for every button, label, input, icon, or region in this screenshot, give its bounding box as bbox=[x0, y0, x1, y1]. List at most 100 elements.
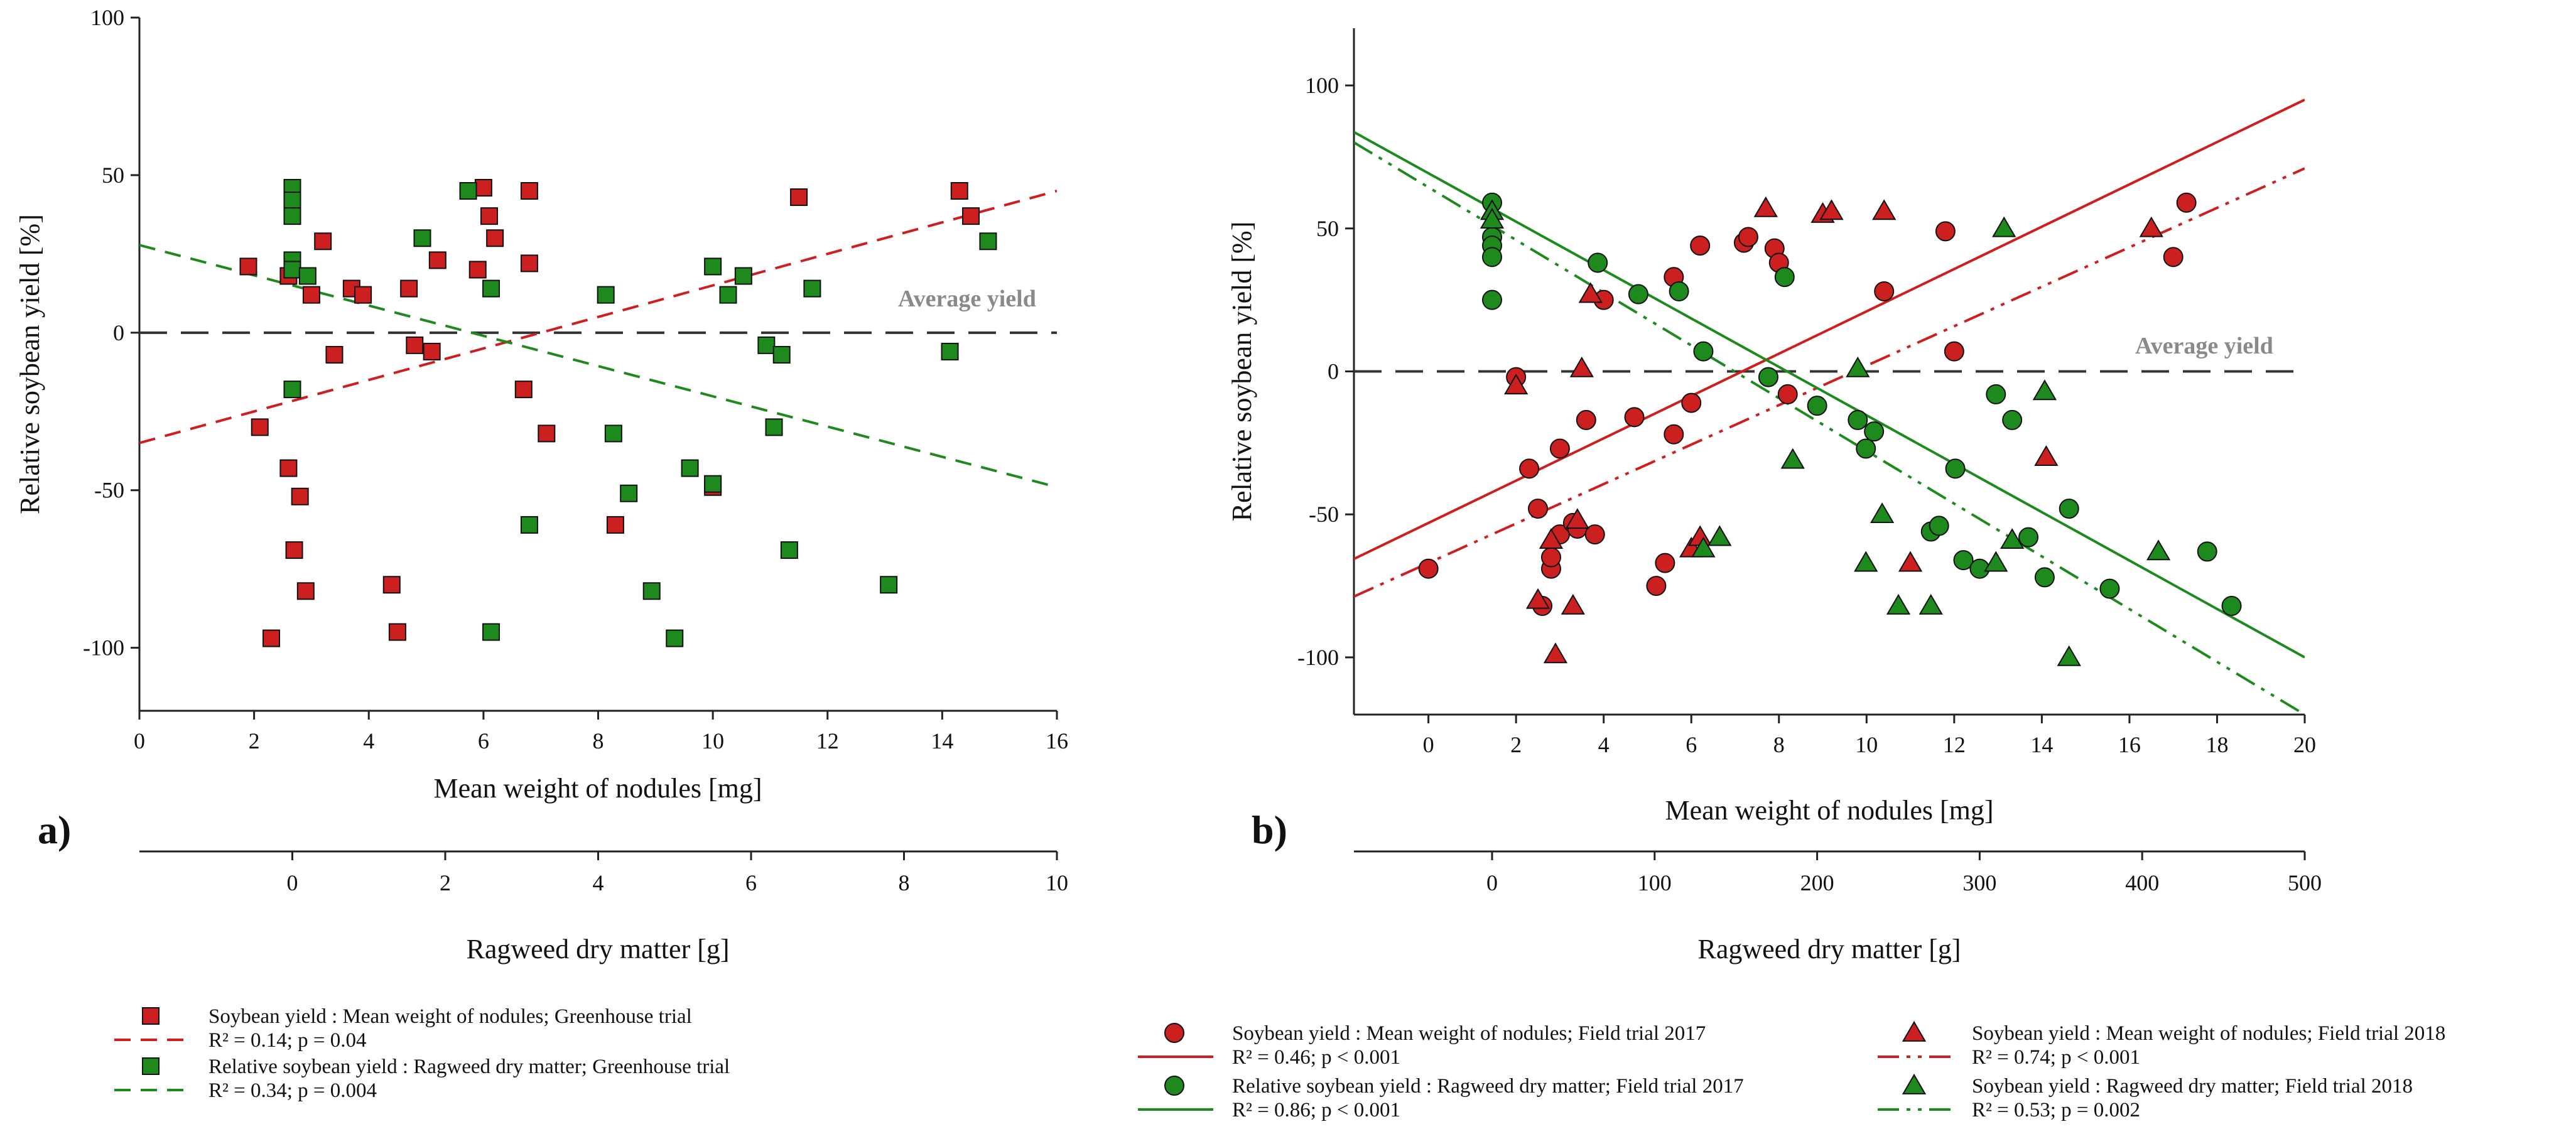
average-yield-label: Average yield bbox=[898, 286, 1036, 312]
series-1 bbox=[1504, 196, 2163, 664]
legend-marker bbox=[142, 1007, 160, 1025]
regression-lines bbox=[1354, 99, 2305, 715]
data-point-green-triangle bbox=[1870, 502, 1895, 524]
data-point-green-square bbox=[704, 475, 722, 493]
x-tick-label: 16 bbox=[2118, 732, 2141, 757]
data-point-green-triangle bbox=[1691, 536, 1716, 558]
data-point-red-square bbox=[520, 182, 538, 200]
series-0 bbox=[239, 178, 980, 647]
data-point-green-square bbox=[597, 286, 615, 304]
data-point-red-circle bbox=[1549, 438, 1570, 459]
x2-tick-label: 0 bbox=[287, 870, 298, 895]
data-point-green-triangle bbox=[1846, 356, 1870, 377]
data-point-red-circle bbox=[1576, 409, 1596, 430]
data-point-green-circle bbox=[1481, 289, 1502, 310]
x-tick-label: 8 bbox=[1773, 732, 1785, 757]
legend-fit-label: R² = 0.14; p = 0.04 bbox=[208, 1029, 367, 1052]
legend-marker bbox=[1902, 1020, 1927, 1042]
data-point-red-square bbox=[239, 257, 257, 276]
data-point-red-circle bbox=[1646, 576, 1667, 597]
y-tick-label: 50 bbox=[1316, 216, 1339, 241]
data-point-red-square bbox=[480, 207, 499, 225]
data-point-green-circle bbox=[1986, 384, 2006, 404]
data-point-red-circle bbox=[1418, 558, 1439, 579]
x2-tick-label: 8 bbox=[899, 870, 910, 895]
x2-tick-label: 10 bbox=[1046, 870, 1068, 895]
data-point-green-circle bbox=[2059, 499, 2079, 519]
data-point-red-circle bbox=[1540, 547, 1561, 568]
data-point-green-circle bbox=[1758, 367, 1778, 387]
data-point-green-square bbox=[757, 336, 776, 354]
data-point-red-circle bbox=[1874, 281, 1895, 301]
data-point-green-circle bbox=[2099, 578, 2120, 599]
data-point-green-circle bbox=[1588, 252, 1608, 273]
x2-tick-label: 500 bbox=[2288, 870, 2322, 895]
x2-tick-label: 4 bbox=[593, 870, 604, 895]
data-point-green-square bbox=[413, 229, 431, 247]
data-point-red-circle bbox=[1664, 424, 1684, 445]
x2-tick-label: 6 bbox=[745, 870, 757, 895]
data-point-red-circle bbox=[1944, 341, 1964, 362]
regression-line-red bbox=[1354, 167, 2305, 598]
legend-b: Soybean yield : Mean weight of nodules; … bbox=[1138, 1020, 2445, 1121]
data-point-green-circle bbox=[1693, 341, 1714, 362]
data-point-red-square bbox=[468, 261, 487, 279]
legend-marker bbox=[1902, 1073, 1927, 1094]
data-point-green-square bbox=[803, 279, 821, 298]
y-tick-label: 0 bbox=[1328, 359, 1339, 384]
data-point-red-triangle bbox=[1561, 593, 1585, 615]
data-point-green-square bbox=[604, 424, 622, 443]
data-point-red-triangle bbox=[2139, 216, 2163, 237]
data-point-red-triangle bbox=[1753, 196, 1778, 217]
y-tick-label: 50 bbox=[102, 163, 124, 188]
data-point-red-square bbox=[291, 487, 309, 505]
y-tick-label: 0 bbox=[113, 320, 124, 345]
data-point-green-circle bbox=[1628, 284, 1648, 305]
data-point-green-circle bbox=[1807, 396, 1827, 416]
panel-label: a) bbox=[38, 807, 71, 852]
y-tick-label: 100 bbox=[1305, 73, 1339, 98]
x-tick-label: 4 bbox=[363, 728, 374, 753]
x-axis-title: Mean weight of nodules [mg] bbox=[1665, 795, 1994, 826]
data-point-red-triangle bbox=[1578, 282, 1603, 303]
data-point-green-square bbox=[459, 182, 477, 200]
data-point-red-square bbox=[423, 342, 441, 360]
data-point-red-circle bbox=[1777, 384, 1798, 404]
regression-line-green bbox=[139, 244, 1057, 489]
panel-a: 100 50 0 -50 -100 0 2 4 6 8 10 12 14 16 0 2 4 6 8 10 Mean we… bbox=[14, 5, 1068, 964]
legend-marker bbox=[1164, 1023, 1184, 1043]
x-tick-label: 12 bbox=[816, 728, 839, 753]
data-point-green-triangle bbox=[2032, 379, 2057, 401]
data-point-green-circle bbox=[2221, 595, 2242, 616]
data-point-red-triangle bbox=[1504, 374, 1529, 395]
data-point-red-square bbox=[325, 345, 344, 364]
data-point-red-square bbox=[251, 418, 269, 436]
data-point-green-triangle bbox=[1707, 525, 1732, 546]
x-tick-label: 8 bbox=[593, 728, 604, 753]
y-tick-label: 100 bbox=[90, 5, 124, 30]
legend-fit-label: R² = 0.86; p < 0.001 bbox=[1232, 1099, 1400, 1121]
data-point-red-square bbox=[354, 286, 372, 304]
x2-tick-label: 200 bbox=[1800, 870, 1834, 895]
legend-a: Soybean yield : Mean weight of nodules; … bbox=[114, 1005, 730, 1102]
data-point-green-square bbox=[283, 207, 301, 225]
x2-axis-title: Ragweed dry matter [g] bbox=[466, 934, 729, 964]
x-tick-label: 16 bbox=[1046, 728, 1068, 753]
data-point-green-square bbox=[880, 576, 898, 594]
data-point-red-square bbox=[790, 188, 808, 207]
legend-series-name: Relative soybean yield : Ragweed dry mat… bbox=[1232, 1075, 1744, 1098]
regression-line-red bbox=[139, 190, 1057, 445]
data-point-green-circle bbox=[1774, 267, 1795, 288]
data-point-red-square bbox=[538, 424, 556, 443]
series-3 bbox=[1480, 199, 2171, 666]
data-point-green-square bbox=[482, 279, 501, 298]
x-tick-label: 6 bbox=[478, 728, 489, 753]
x-tick-label: 0 bbox=[1423, 732, 1434, 757]
y-tick-label: -100 bbox=[83, 635, 124, 661]
data-point-green-square bbox=[704, 257, 722, 276]
data-point-green-triangle bbox=[1918, 593, 1943, 615]
legend-fit-label: R² = 0.34; p = 0.004 bbox=[208, 1079, 377, 1102]
regression-line-green bbox=[1354, 141, 2305, 715]
data-point-green-square bbox=[780, 541, 798, 559]
legend-series-name: Relative soybean yield : Ragweed dry mat… bbox=[208, 1056, 730, 1078]
